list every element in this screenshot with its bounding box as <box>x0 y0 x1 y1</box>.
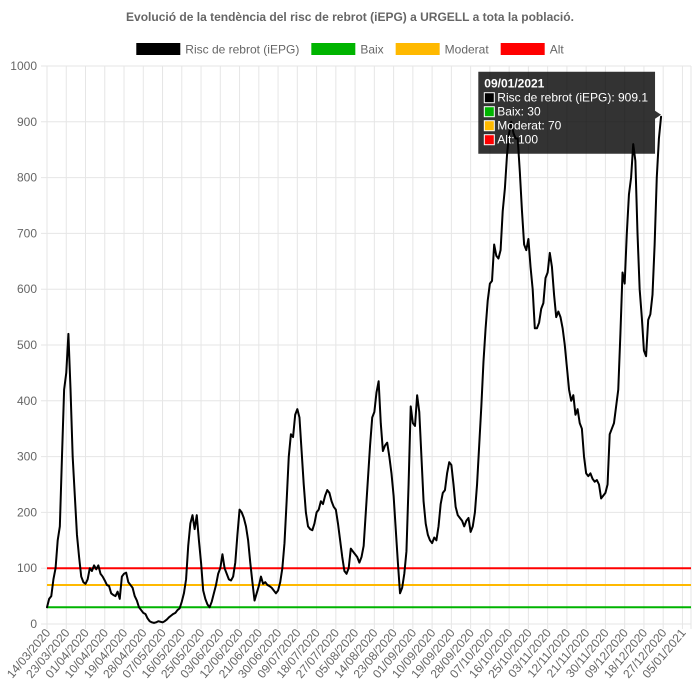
y-tick-label: 700 <box>17 226 37 240</box>
y-tick-label: 800 <box>17 171 37 185</box>
legend: Risc de rebrot (iEPG) Baix Moderat Alt <box>136 43 564 57</box>
series-line-group <box>46 115 663 624</box>
legend-label-baix[interactable]: Baix <box>360 43 383 57</box>
series-line <box>46 115 663 624</box>
y-tick-label: 400 <box>17 394 37 408</box>
tooltip-line: Risc de rebrot (iEPG): 909.1 <box>497 91 648 105</box>
legend-label-moderat[interactable]: Moderat <box>445 43 490 57</box>
threshold-lines <box>47 567 691 609</box>
legend-swatch-baix[interactable] <box>311 43 356 55</box>
tooltip-line: Moderat: 70 <box>497 119 561 133</box>
y-tick-label: 300 <box>17 450 37 464</box>
y-tick-label: 900 <box>17 115 37 129</box>
y-tick-label: 100 <box>17 561 37 575</box>
y-axis: 0 100 200 300 400 500 600 700 800 900 1000 <box>10 59 37 631</box>
legend-label-alt[interactable]: Alt <box>550 43 565 57</box>
x-axis: 14/03/202023/03/202001/04/202010/04/2020… <box>4 626 689 681</box>
y-tick-label: 500 <box>17 338 37 352</box>
legend-swatch-risc-de-rebrot-iepg[interactable] <box>136 43 181 55</box>
chart-title: Evolució de la tendència del risc de reb… <box>126 10 574 24</box>
y-tick-label: 200 <box>17 505 37 519</box>
tooltip-line: Alt: 100 <box>497 133 538 147</box>
legend-swatch-alt[interactable] <box>500 43 545 55</box>
y-tick-label: 1000 <box>10 59 37 73</box>
tooltip-swatch <box>483 134 495 146</box>
tooltip-swatch <box>483 120 495 132</box>
y-tick-label: 0 <box>30 617 37 631</box>
y-tick-label: 600 <box>17 282 37 296</box>
tooltip-box <box>478 71 662 154</box>
tooltip-swatch <box>483 92 495 104</box>
legend-swatch-moderat[interactable] <box>395 43 440 55</box>
tooltip-title: 09/01/2021 <box>484 77 544 91</box>
tooltip-swatch <box>483 106 495 118</box>
grid <box>41 65 692 629</box>
legend-label-risc-de-rebrot-iepg[interactable]: Risc de rebrot (iEPG) <box>185 43 299 57</box>
tooltip-line: Baix: 30 <box>497 105 541 119</box>
